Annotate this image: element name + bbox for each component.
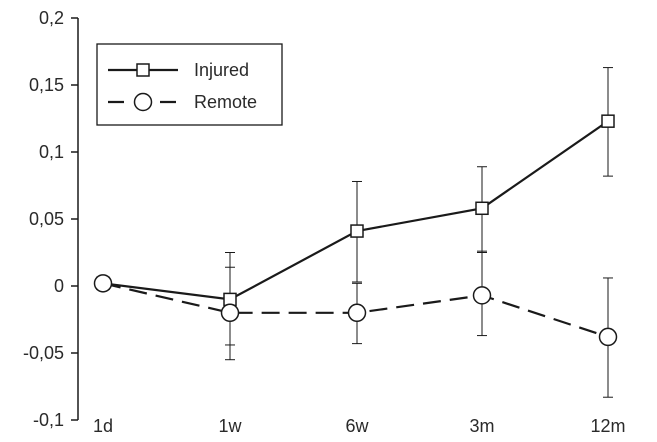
data-point-remote xyxy=(472,286,492,305)
y-tick-label: -0,1 xyxy=(33,410,64,430)
series-line-injured xyxy=(102,120,609,301)
axes: -0,1 -0,05 0 0,05 0,1 0,15 0,2 1d 1w 6w 3m 12m xyxy=(23,8,626,436)
data-point-remote xyxy=(598,327,618,347)
x-tick-label: 1w xyxy=(218,416,242,436)
legend-box xyxy=(96,43,283,126)
y-tick-label: 0,2 xyxy=(39,8,64,28)
legend-marker-square xyxy=(136,63,150,77)
data-point-remote xyxy=(347,303,367,323)
data-point-injured xyxy=(350,224,364,238)
data-point-remote xyxy=(220,303,240,323)
legend-label-remote: Remote xyxy=(194,92,257,112)
data-point-remote xyxy=(93,274,113,293)
data-point-injured xyxy=(475,201,489,216)
y-tick-label: 0,15 xyxy=(29,75,64,95)
y-tick-label: 0,05 xyxy=(29,209,64,229)
x-tick-label: 3m xyxy=(469,416,494,436)
series-markers xyxy=(93,114,618,347)
legend: Injured Remote xyxy=(96,43,283,126)
y-tick-label: 0 xyxy=(54,276,64,296)
x-tick-label: 1d xyxy=(93,416,113,436)
y-tick-label: -0,05 xyxy=(23,343,64,363)
data-point-injured xyxy=(601,114,615,128)
x-tick-label: 12m xyxy=(590,416,625,436)
x-tick-label: 6w xyxy=(345,416,369,436)
y-tick-label: 0,1 xyxy=(39,142,64,162)
legend-label-injured: Injured xyxy=(194,60,249,80)
error-bars xyxy=(225,67,613,398)
legend-marker-circle xyxy=(133,92,153,112)
